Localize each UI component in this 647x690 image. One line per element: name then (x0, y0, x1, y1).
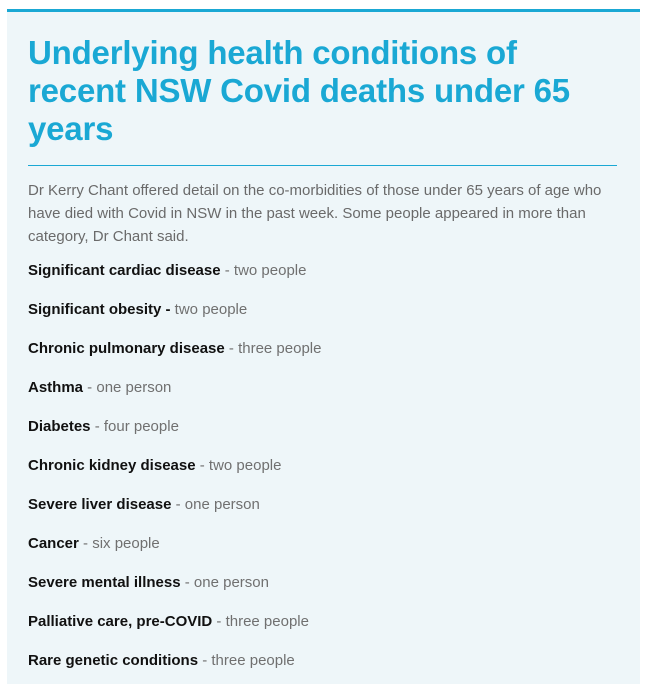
list-item: Significant obesity - two people (28, 300, 617, 339)
list-item: Cancer - six people (28, 534, 617, 573)
page-title: Underlying health conditions of recent N… (28, 34, 570, 147)
condition-count: two people (170, 301, 248, 318)
condition-count: - one person (171, 496, 260, 513)
condition-count: - three people (198, 652, 295, 669)
list-item: Chronic kidney disease - two people (28, 456, 617, 495)
condition-name: Severe liver disease (28, 496, 172, 513)
list-item: Rare genetic conditions - three people (28, 651, 617, 690)
condition-name: Asthma (28, 379, 84, 396)
list-item: Severe liver disease - one person (28, 495, 617, 534)
title-divider (28, 165, 617, 166)
condition-count: - one person (180, 574, 269, 591)
list-item: Diabetes - four people (28, 417, 617, 456)
condition-name: Chronic pulmonary disease (28, 340, 225, 357)
list-item: Asthma - one person (28, 378, 617, 417)
condition-count: - four people (90, 418, 179, 435)
condition-name: Severe mental illness (28, 574, 181, 591)
condition-count: - two people (220, 262, 307, 279)
list-item: Chronic pulmonary disease - three people (28, 339, 617, 378)
intro-text: Dr Kerry Chant offered detail on the co-… (28, 182, 602, 245)
condition-name: Significant obesity - (28, 301, 171, 318)
condition-count: - one person (83, 379, 172, 396)
condition-name: Rare genetic conditions (28, 652, 199, 669)
condition-count: - six people (78, 535, 160, 552)
condition-count: - three people (224, 340, 322, 357)
condition-name: Palliative care, pre-COVID (28, 613, 213, 630)
conditions-list: Significant cardiac disease - two people… (28, 261, 617, 690)
list-item: Significant cardiac disease - two people (28, 261, 617, 300)
conditions-card: Underlying health conditions of recent N… (7, 9, 640, 684)
condition-name: Significant cardiac disease (28, 262, 221, 279)
condition-name: Cancer (28, 535, 79, 552)
condition-count: - three people (212, 613, 309, 630)
list-item: Palliative care, pre-COVID - three peopl… (28, 612, 617, 651)
condition-name: Chronic kidney disease (28, 457, 196, 474)
list-item: Severe mental illness - one person (28, 573, 617, 612)
condition-count: - two people (195, 457, 282, 474)
condition-name: Diabetes (28, 418, 91, 435)
